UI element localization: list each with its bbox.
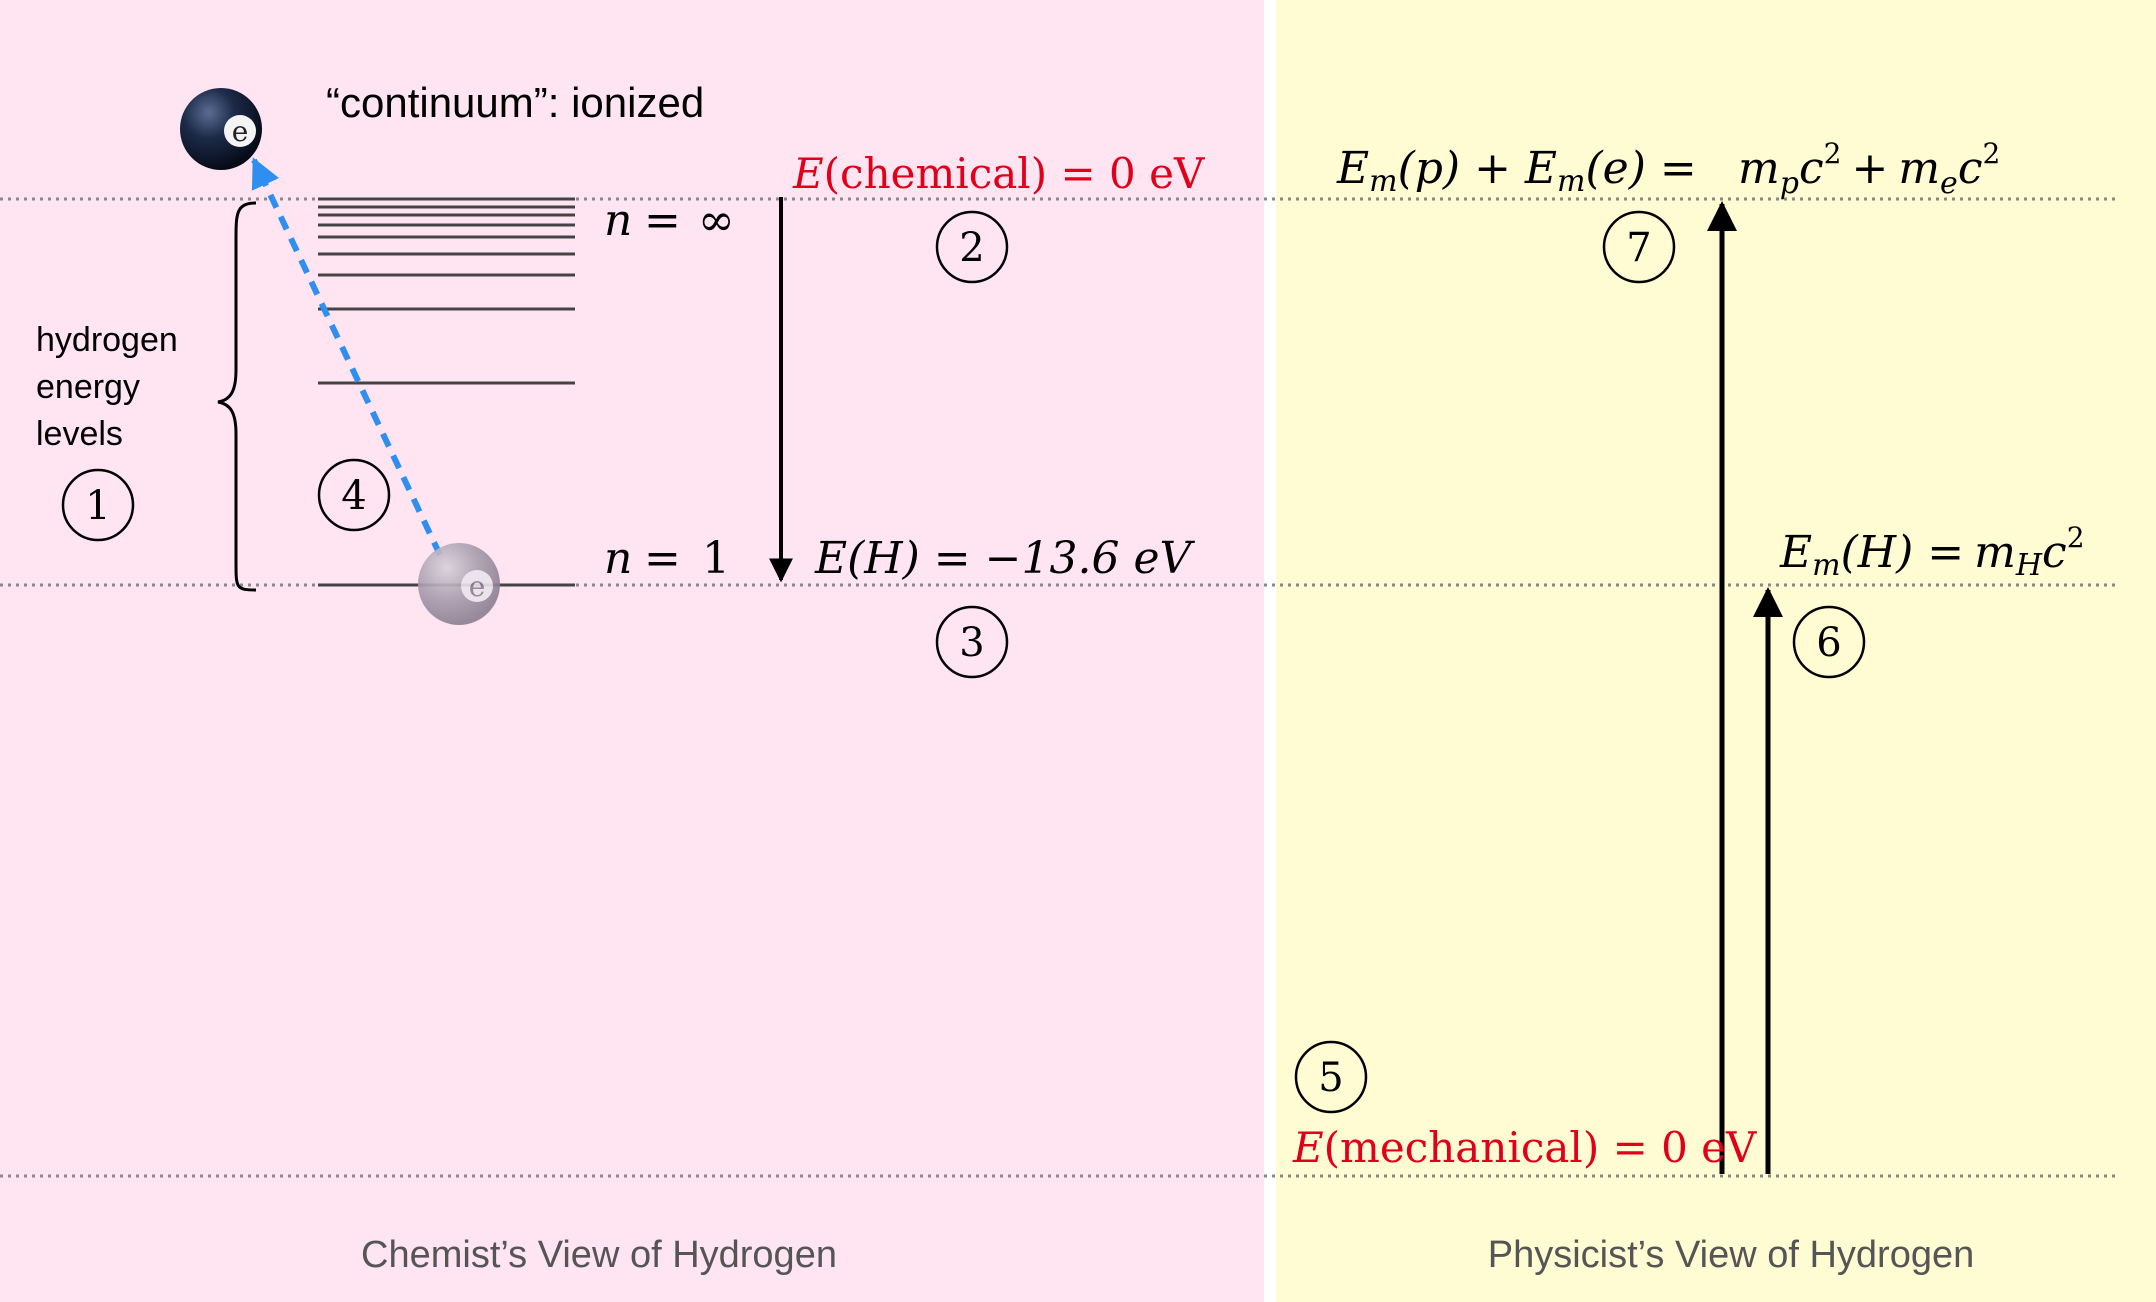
chemical-zero-label: E(chemical) = 0 eV: [792, 149, 1205, 198]
svg-text:=: =: [644, 195, 681, 246]
svg-text:6: 6: [1816, 620, 1841, 666]
svg-text:mpc2+mec2: mpc2 + mec2: [1738, 137, 2000, 201]
mechanical-zero-label: E(mechanical) = 0 eV: [1292, 1123, 1757, 1172]
svg-text:n: n: [604, 195, 632, 246]
svg-text:1: 1: [85, 483, 110, 529]
physicist-hydrogen-mass-label: Em(H) = mHc2: [1779, 521, 2085, 583]
marker-5: 5: [1294, 1040, 1368, 1114]
electron-ball-faded-icon: [418, 543, 500, 625]
svg-text:1: 1: [702, 533, 730, 584]
physicist-panel: [1276, 0, 2156, 1302]
physicist-view-title: Physicist’s View of Hydrogen: [1488, 1234, 1975, 1276]
svg-text:E(chemical) = 0 eV: E(chemical) = 0 eV: [792, 149, 1205, 198]
chemist-panel: [0, 0, 1264, 1302]
energy-levels-label-line2: energy: [36, 368, 140, 406]
continuum-label: “continuum”: ionized: [326, 79, 704, 126]
svg-text:3: 3: [959, 620, 984, 666]
chemist-view-title: Chemist’s View of Hydrogen: [361, 1234, 837, 1276]
ionization-arrow: [251, 157, 443, 557]
hydrogen-energy-label: E(H) = −13.6 eV: [814, 533, 1196, 584]
n-infinity-label: n = ∞: [604, 195, 735, 246]
n-one-label: n = 1: [604, 533, 730, 584]
svg-text:Em(H) =mHc2: Em(H) = mHc2: [1779, 521, 2085, 583]
electron-symbol: e: [469, 570, 486, 603]
marker-3: 3: [935, 605, 1009, 679]
marker-7: 7: [1602, 210, 1676, 284]
svg-text:Em(p) + Em(e) =: Em(p) + Em(e) =: [1336, 143, 1697, 199]
marker-2: 2: [935, 210, 1009, 284]
energy-levels-label-line3: levels: [36, 415, 123, 453]
svg-text:5: 5: [1318, 1055, 1343, 1101]
marker-6: 6: [1792, 605, 1866, 679]
svg-text:4: 4: [341, 473, 366, 519]
svg-text:=: =: [644, 533, 681, 584]
panel-divider: [1264, 0, 1276, 1302]
svg-text:∞: ∞: [698, 195, 735, 246]
curly-brace: [217, 201, 257, 592]
svg-text:E(mechanical) = 0 eV: E(mechanical) = 0 eV: [1292, 1123, 1757, 1172]
svg-text:2: 2: [959, 225, 984, 271]
svg-text:n: n: [604, 533, 632, 584]
svg-text:7: 7: [1626, 225, 1651, 271]
physicist-top-formula: Em(p) + Em(e) = mpc2 + mec2: [1336, 137, 2000, 201]
energy-levels-label-line1: hydrogen: [36, 321, 178, 359]
marker-1: 1: [61, 468, 135, 542]
electron-ionized: e: [180, 88, 262, 170]
electron-symbol: e: [232, 115, 249, 148]
electron-ball-icon: [180, 88, 262, 170]
marker-4: 4: [317, 458, 391, 532]
electron-ground: e: [418, 543, 500, 625]
